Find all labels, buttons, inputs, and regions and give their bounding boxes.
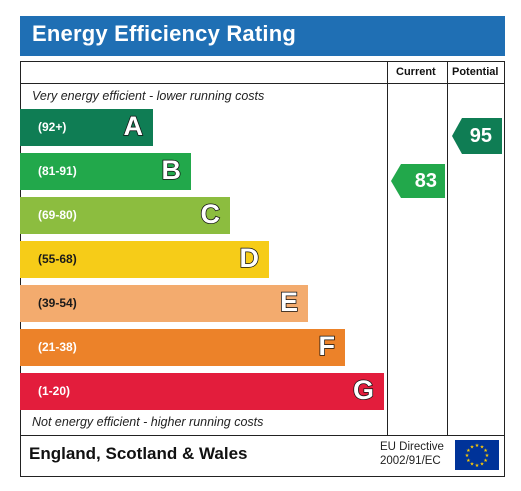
band-d: (55-68) D	[20, 241, 269, 278]
eu-directive-line1: EU Directive	[380, 441, 444, 453]
current-arrow-shape	[391, 164, 445, 198]
potential-column-divider	[447, 61, 448, 436]
band-a: (92+) A	[20, 109, 153, 146]
header-row-divider	[20, 83, 504, 84]
band-letter: B	[161, 154, 182, 186]
band-b: (81-91) B	[20, 153, 191, 190]
band-letter: E	[279, 286, 299, 318]
eu-star-icon: ★	[475, 463, 480, 469]
band-range-label: (92+)	[38, 120, 67, 134]
band-letter: C	[200, 198, 221, 230]
eu-star-icon: ★	[470, 444, 475, 450]
current-column-header: Current	[396, 66, 436, 78]
band-range-label: (39-54)	[38, 296, 77, 310]
potential-arrow-shape	[452, 118, 502, 154]
band-range-label: (81-91)	[38, 164, 77, 178]
eu-star-icon: ★	[485, 453, 490, 459]
band-letter: G	[352, 374, 375, 406]
current-column-divider	[387, 61, 388, 436]
band-range-label: (21-38)	[38, 340, 77, 354]
band-range-label: (69-80)	[38, 208, 77, 222]
eu-star-icon: ★	[480, 462, 485, 468]
top-note: Very energy efficient - lower running co…	[32, 89, 265, 103]
band-g: (1-20) G	[20, 373, 384, 410]
current-rating-value: 83	[414, 170, 437, 192]
eu-star-icon: ★	[483, 458, 488, 464]
eu-flag-icon: ★ ★ ★ ★ ★ ★ ★ ★ ★ ★ ★ ★	[455, 440, 499, 470]
eu-directive: EU Directive 2002/91/EC	[380, 440, 444, 468]
eu-directive-line2: 2002/91/EC	[380, 455, 441, 467]
band-letter: D	[239, 242, 260, 274]
band-e: (39-54) E	[20, 285, 308, 322]
footer-country: England, Scotland & Wales	[29, 444, 248, 463]
potential-rating-arrow: 95	[452, 118, 502, 154]
band-range-label: (1-20)	[38, 384, 71, 398]
header-bar: Energy Efficiency Rating	[20, 16, 505, 56]
band-letter: F	[318, 330, 336, 362]
band-letter: A	[123, 110, 144, 142]
eu-star-icon: ★	[480, 444, 485, 450]
eu-star-icon: ★	[466, 448, 471, 454]
eu-star-icon: ★	[483, 448, 488, 454]
eu-star-icon: ★	[475, 443, 480, 449]
chart-title: Energy Efficiency Rating	[32, 21, 296, 46]
eu-star-icon: ★	[470, 462, 475, 468]
band-c: (69-80) C	[20, 197, 230, 234]
eu-star-icon: ★	[466, 458, 471, 464]
band-f: (21-38) F	[20, 329, 345, 366]
current-rating-arrow: 83	[391, 164, 445, 198]
potential-column-header: Potential	[452, 66, 499, 78]
bottom-note: Not energy efficient - higher running co…	[32, 415, 264, 429]
potential-rating-value: 95	[469, 125, 492, 147]
footer-divider	[20, 435, 504, 436]
eu-star-icon: ★	[465, 453, 470, 459]
band-range-label: (55-68)	[38, 252, 77, 266]
